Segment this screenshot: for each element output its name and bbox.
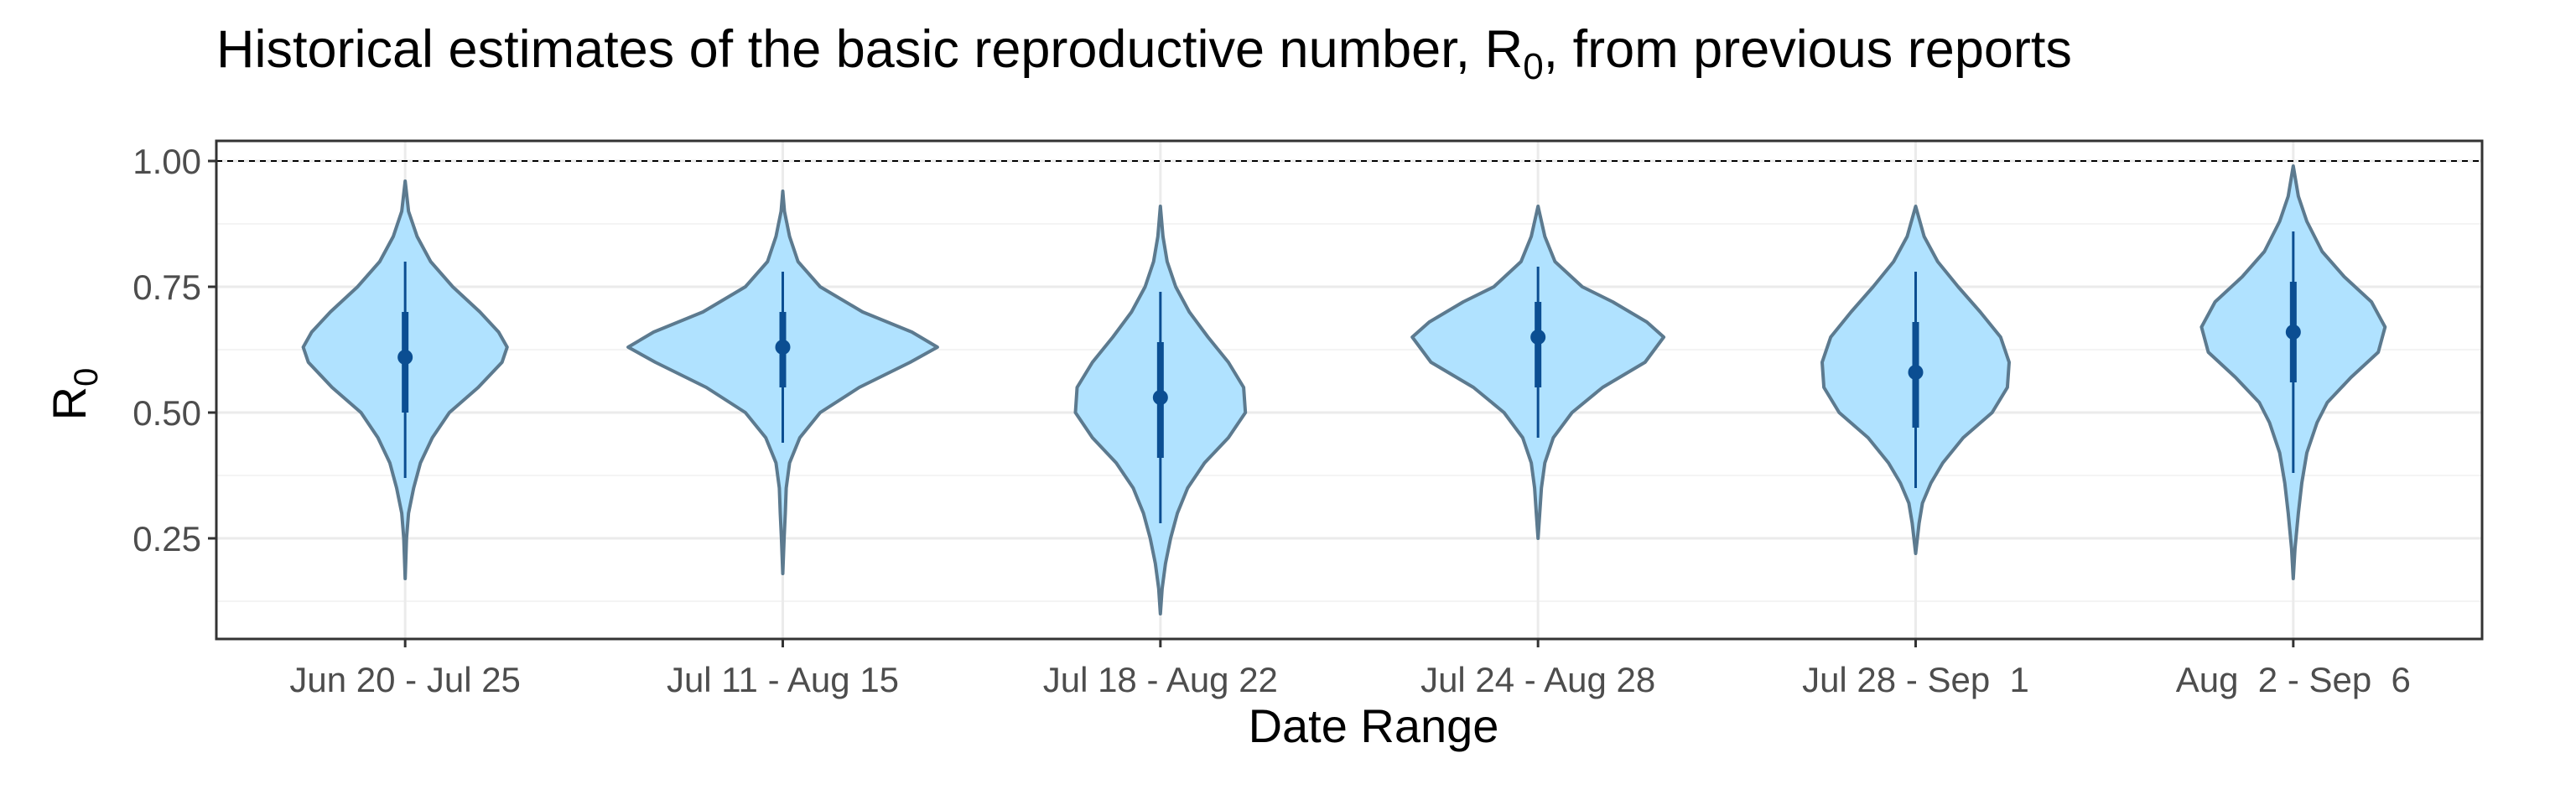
median-point — [397, 350, 413, 365]
x-tick-label: Jul 11 - Aug 15 — [667, 660, 899, 699]
y-axis-title: R0 — [43, 368, 105, 421]
median-point — [1152, 390, 1168, 405]
median-point — [1530, 330, 1546, 345]
x-tick-label: Aug 2 - Sep 6 — [2176, 660, 2411, 699]
chart-title-subscript: 0 — [1523, 46, 1543, 87]
median-point — [2285, 325, 2301, 340]
plot-panel: 0.25 0.50 0.75 1.00 Jun 20 - Jul 25 Jul 11 - … — [132, 139, 2484, 699]
y-axis-title-subscript: 0 — [68, 368, 105, 387]
chart-title: Historical estimates of the basic reprod… — [216, 20, 2072, 87]
x-tick-label: Jul 28 - Sep 1 — [1802, 660, 2029, 699]
x-axis-title: Date Range — [1249, 699, 1499, 752]
y-tick-label: 0.75 — [132, 267, 201, 307]
x-tick-label: Jul 24 - Aug 28 — [1420, 660, 1655, 699]
x-tick-label: Jul 18 - Aug 22 — [1043, 660, 1278, 699]
x-tick-label: Jun 20 - Jul 25 — [289, 660, 521, 699]
y-tick-label: 0.25 — [132, 519, 201, 558]
panel-border — [215, 139, 2484, 641]
y-tick-label: 1.00 — [132, 142, 201, 181]
median-point — [1908, 365, 1924, 380]
y-tick-label: 0.50 — [132, 393, 201, 433]
median-point — [775, 340, 791, 355]
